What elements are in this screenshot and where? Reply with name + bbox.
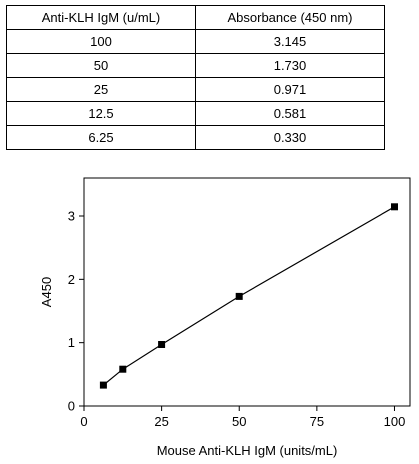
table-header-row: Anti-KLH IgM (u/mL) Absorbance (450 nm) bbox=[6, 5, 385, 30]
table-row: 6.25 0.330 bbox=[6, 125, 385, 150]
y-tick-label: 2 bbox=[68, 272, 75, 287]
data-point-marker bbox=[235, 292, 243, 300]
absorbance-cell: 1.730 bbox=[195, 53, 385, 78]
y-tick-label: 0 bbox=[68, 399, 75, 414]
column-header-absorbance: Absorbance (450 nm) bbox=[195, 5, 385, 30]
series-line bbox=[103, 206, 395, 386]
series-layer bbox=[99, 203, 398, 389]
y-tick-label: 3 bbox=[68, 209, 75, 224]
data-point-marker bbox=[119, 365, 127, 373]
column-header-concentration: Anti-KLH IgM (u/mL) bbox=[6, 5, 196, 30]
x-axis: 0 25 50 75 100 bbox=[80, 406, 405, 429]
absorbance-cell: 3.145 bbox=[195, 29, 385, 54]
table-row: 25 0.971 bbox=[6, 77, 385, 102]
concentration-cell: 12.5 bbox=[6, 101, 196, 126]
y-axis: 0 1 2 3 bbox=[68, 209, 84, 414]
absorbance-cell: 0.971 bbox=[195, 77, 385, 102]
x-tick-label: 25 bbox=[154, 414, 168, 429]
plot-frame bbox=[83, 177, 411, 407]
data-point-marker bbox=[99, 381, 107, 389]
x-tick-label: 50 bbox=[232, 414, 246, 429]
x-tick-label: 75 bbox=[310, 414, 324, 429]
x-tick-label: 0 bbox=[80, 414, 87, 429]
concentration-cell: 25 bbox=[6, 77, 196, 102]
data-point-marker bbox=[391, 203, 398, 211]
y-tick-label: 1 bbox=[68, 335, 75, 350]
table-row: 12.5 0.581 bbox=[6, 101, 385, 126]
x-axis-label: Mouse Anti-KLH IgM (units/mL) bbox=[157, 443, 338, 458]
concentration-cell: 6.25 bbox=[6, 125, 196, 150]
absorbance-cell: 0.330 bbox=[195, 125, 385, 150]
y-axis-label: A450 bbox=[39, 277, 54, 307]
standard-curve-table: Anti-KLH IgM (u/mL) Absorbance (450 nm) … bbox=[6, 5, 385, 150]
table-row: 50 1.730 bbox=[6, 53, 385, 78]
x-tick-label: 100 bbox=[384, 414, 406, 429]
data-point-marker bbox=[158, 341, 166, 348]
absorbance-cell: 0.581 bbox=[195, 101, 385, 126]
